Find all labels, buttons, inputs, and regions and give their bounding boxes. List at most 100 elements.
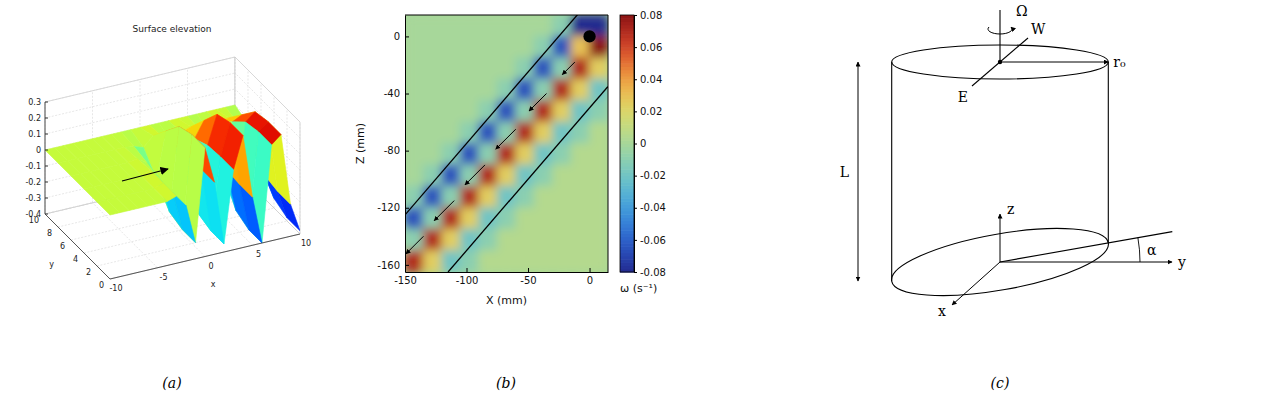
y-tick-mark [405, 94, 409, 95]
z-tick-label: -0.3 [25, 194, 41, 203]
z-tick-label: 0.3 [28, 98, 41, 107]
z-tick [45, 102, 48, 103]
grid-line [45, 214, 110, 279]
vorticity-cell [460, 164, 479, 186]
vorticity-cell [478, 79, 497, 101]
surface-patch [84, 187, 107, 202]
vorticity-cell [497, 143, 516, 165]
vorticity-cell [405, 100, 424, 122]
vorticity-cell [441, 229, 460, 251]
velocity-vector [406, 236, 424, 254]
grid-line [110, 234, 300, 279]
colorbar-tick-mark [634, 208, 637, 209]
vorticity-cell [515, 207, 534, 229]
vorticity-cell [571, 207, 590, 229]
vorticity-cell [405, 250, 424, 272]
vorticity-cell [552, 250, 571, 272]
vorticity-cell [405, 164, 424, 186]
vorticity-cell [552, 207, 571, 229]
cylinder-side [1108, 62, 1109, 243]
vorticity-cell [515, 36, 534, 58]
vorticity-cell [534, 164, 553, 186]
omega-label: Ω [1016, 3, 1028, 19]
vorticity-cell [423, 207, 442, 229]
vorticity-cell [571, 164, 590, 186]
vorticity-cell [441, 36, 460, 58]
vorticity-cell [515, 15, 534, 37]
vorticity-cell [478, 57, 497, 79]
vorticity-cell [423, 229, 442, 251]
vorticity-cell [441, 79, 460, 101]
alpha-label: α [1147, 242, 1157, 258]
vorticity-cell [571, 229, 590, 251]
surface-patch [97, 200, 120, 215]
y-tick: 0 [394, 31, 409, 42]
vorticity-cell [571, 79, 590, 101]
vorticity-cell [571, 57, 590, 79]
cylinder [583, 30, 595, 42]
vorticity-cell [589, 207, 608, 229]
vorticity-cell [497, 207, 516, 229]
grid-line [300, 122, 301, 234]
velocity-vector [496, 129, 516, 149]
z-tick-label: -0.1 [25, 162, 41, 171]
panel-caption: (a) [162, 375, 181, 391]
vorticity-cell [515, 186, 534, 208]
vorticity-cell [534, 79, 553, 101]
vorticity-cell [423, 122, 442, 144]
vorticity-cell [423, 36, 442, 58]
y-tick-label: 8 [47, 229, 52, 238]
panel-caption: (c) [991, 375, 1010, 391]
vorticity-cell [405, 15, 424, 37]
x-axis-line [406, 272, 609, 273]
z-axis-arrow [1000, 214, 1001, 262]
colorbar-tick-label: 0.02 [640, 106, 662, 117]
vorticity-cell [571, 122, 590, 144]
vorticity-cell [423, 100, 442, 122]
vorticity-cell [478, 143, 497, 165]
vorticity-cell [497, 100, 516, 122]
vorticity-cell [460, 57, 479, 79]
colorbar-tick-mark [634, 176, 637, 177]
y-tick: -160 [377, 260, 409, 271]
panel-c: ΩWEr₀Lzyxα [840, 3, 1186, 319]
vorticity-cell [478, 186, 497, 208]
vorticity-cell [423, 186, 442, 208]
x-tick: -50 [520, 268, 536, 286]
vorticity-cell [478, 164, 497, 186]
vorticity-cell [552, 229, 571, 251]
vorticity-cell [423, 143, 442, 165]
z-tick [45, 118, 48, 119]
x-tick: -100 [456, 268, 479, 286]
x-tick-label: -150 [394, 275, 417, 286]
y-label: y [1177, 254, 1186, 270]
colorbar-tick-label: -0.04 [640, 202, 666, 213]
plot-area [405, 15, 608, 272]
vorticity-cell [497, 229, 516, 251]
colorbar-tick: 0.02 [634, 106, 662, 117]
y-tick: -120 [377, 202, 409, 213]
vorticity-cell [405, 36, 424, 58]
x-axis-title: x [211, 280, 216, 289]
vorticity-cell [478, 250, 497, 272]
vorticity-cell [460, 207, 479, 229]
vorticity-cell [552, 79, 571, 101]
vorticity-cell [441, 57, 460, 79]
z-tick [45, 166, 48, 167]
colorbar-tick-label: -0.02 [640, 170, 666, 181]
colorbar-tick: -0.08 [634, 267, 666, 278]
x-tick-label: 0 [587, 275, 593, 286]
grid-line [45, 102, 46, 214]
x-axis-line [110, 234, 300, 279]
length-arrow [858, 62, 859, 281]
y-tick-label: 0 [99, 281, 104, 290]
colorbar-swatch [620, 15, 634, 19]
vorticity-cell [497, 164, 516, 186]
z-tick-label: 0 [36, 146, 41, 155]
y-tick-label: 0 [394, 31, 400, 42]
vorticity-cell [441, 122, 460, 144]
vorticity-cell [515, 79, 534, 101]
colorbar-frame [620, 15, 634, 272]
colorbar-tick-label: 0.08 [640, 10, 662, 21]
vorticity-cell [497, 57, 516, 79]
